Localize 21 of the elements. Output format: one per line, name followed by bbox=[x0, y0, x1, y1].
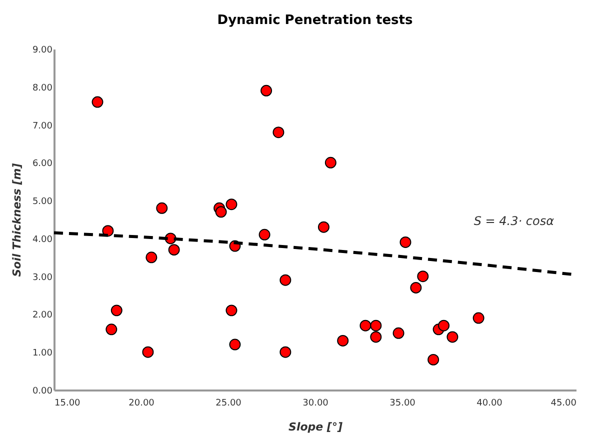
y-tick-label: 0.00 bbox=[32, 386, 53, 396]
y-tick-label: 2.00 bbox=[32, 310, 53, 321]
annotation: S = 4.3· cosα bbox=[474, 214, 554, 228]
y-tick-label: 4.00 bbox=[32, 234, 53, 245]
y-axis-title: Soil Thickness [m] bbox=[10, 163, 24, 277]
x-axis-title: Slope [°] bbox=[288, 420, 342, 434]
x-tick-label: 45.00 bbox=[550, 398, 577, 408]
y-tick-label: 3.00 bbox=[32, 272, 53, 283]
y-tick-label: 1.00 bbox=[32, 348, 53, 359]
y-tick-label: 9.00 bbox=[32, 46, 53, 56]
y-tick-label: 6.00 bbox=[32, 159, 53, 170]
x-tick-label: 35.00 bbox=[390, 398, 416, 408]
y-tick-label: 7.00 bbox=[32, 121, 53, 132]
x-tick-label: 15.00 bbox=[54, 398, 81, 408]
x-tick-label: 30.00 bbox=[302, 398, 329, 408]
x-tick-label: 20.00 bbox=[128, 398, 155, 408]
chart-title: Dynamic Penetration tests bbox=[217, 13, 413, 28]
x-tick-label: 25.00 bbox=[216, 398, 242, 408]
x-tick-label: 40.00 bbox=[476, 398, 503, 408]
y-tick-label: 5.00 bbox=[32, 197, 53, 208]
y-tick-label: 8.00 bbox=[32, 83, 53, 94]
